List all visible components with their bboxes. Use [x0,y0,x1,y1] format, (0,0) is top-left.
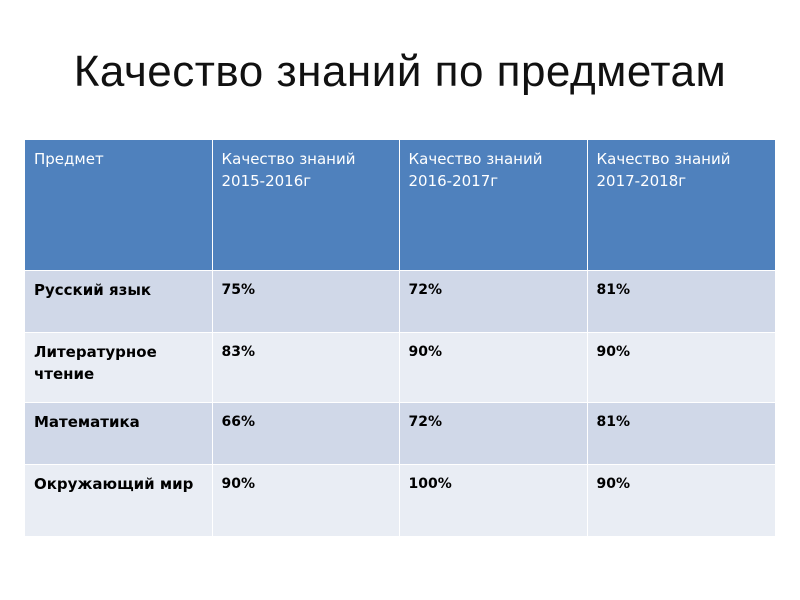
page-title: Качество знаний по предметам [73,47,727,96]
table-row: Русский язык 75% 72% 81% [25,269,775,332]
quality-table-container: Предмет Качество знаний 2015-2016г Качес… [25,140,775,536]
subject-cell: Русский язык [25,269,213,332]
value-cell: 100% [399,463,588,536]
header-quality-2016-2017: Качество знаний 2016-2017г [399,140,588,270]
value-cell: 90% [399,331,588,402]
value-cell: 81% [587,269,775,332]
value-cell: 81% [587,401,775,464]
subject-cell: Литературное чтение [25,331,213,402]
table-row: Литературное чтение 83% 90% 90% [25,331,775,402]
value-cell: 72% [399,269,588,332]
value-cell: 83% [212,331,400,402]
table-row: Математика 66% 72% 81% [25,401,775,464]
header-subject: Предмет [25,140,213,270]
value-cell: 72% [399,401,588,464]
table-header-row: Предмет Качество знаний 2015-2016г Качес… [25,140,775,270]
header-quality-2017-2018: Качество знаний 2017-2018г [587,140,775,270]
subject-cell: Математика [25,401,213,464]
subject-cell: Окружающий мир [25,463,213,536]
value-cell: 90% [587,463,775,536]
value-cell: 66% [212,401,400,464]
value-cell: 90% [212,463,400,536]
table-row: Окружающий мир 90% 100% 90% [25,463,775,536]
value-cell: 90% [587,331,775,402]
knowledge-quality-table: Предмет Качество знаний 2015-2016г Качес… [25,140,775,536]
header-quality-2015-2016: Качество знаний 2015-2016г [212,140,400,270]
value-cell: 75% [212,269,400,332]
